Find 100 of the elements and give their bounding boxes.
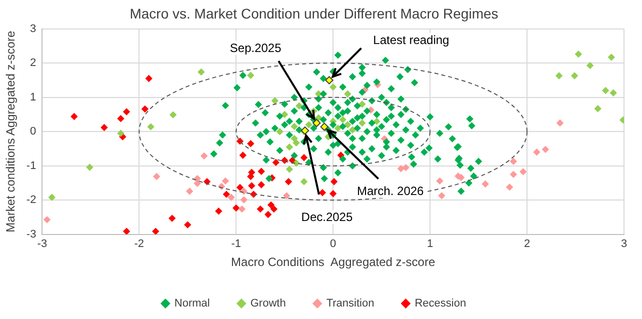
point xyxy=(122,108,130,116)
point xyxy=(258,181,265,188)
point xyxy=(570,72,578,80)
point xyxy=(320,122,328,131)
point xyxy=(510,170,518,178)
point xyxy=(286,166,294,173)
point xyxy=(117,114,124,122)
point xyxy=(339,116,346,124)
point xyxy=(602,86,610,94)
y-axis-title: Market conditions Aggregated z-score xyxy=(4,30,18,232)
point xyxy=(344,121,352,128)
point xyxy=(276,128,284,136)
point xyxy=(610,89,617,96)
point xyxy=(168,214,176,222)
point xyxy=(296,102,303,110)
point xyxy=(438,192,446,200)
point xyxy=(117,130,124,137)
point xyxy=(286,143,294,151)
point xyxy=(152,228,160,234)
point xyxy=(520,168,527,176)
point xyxy=(264,210,272,218)
point xyxy=(290,134,298,142)
point xyxy=(300,154,308,162)
point xyxy=(238,205,246,213)
point xyxy=(325,76,334,84)
point xyxy=(358,100,366,108)
point xyxy=(402,164,410,172)
point xyxy=(281,110,288,118)
y-tick-label: -2 xyxy=(26,194,36,206)
point xyxy=(247,172,254,180)
point xyxy=(594,105,602,112)
y-tick-label: 3 xyxy=(30,22,36,35)
x-tick-label: 2 xyxy=(524,238,530,250)
point xyxy=(70,112,78,120)
point xyxy=(586,62,594,70)
y-tick-label: -1 xyxy=(26,160,36,172)
annotation: Latest reading xyxy=(371,33,452,48)
point xyxy=(436,177,444,185)
point xyxy=(305,121,312,128)
point xyxy=(239,152,247,159)
x-tick-label: 3 xyxy=(620,238,628,250)
point xyxy=(270,205,278,213)
legend-label: Recession xyxy=(414,298,466,310)
chart-title: Macro vs. Market Condition under Different Macro Regimes xyxy=(130,5,498,22)
point xyxy=(533,148,540,156)
annotation: Dec.2025 xyxy=(299,210,355,224)
y-tick-label: 0 xyxy=(30,126,36,138)
y-tick-label: -3 xyxy=(26,228,36,240)
point xyxy=(542,146,550,154)
point xyxy=(330,178,338,186)
point xyxy=(329,83,337,91)
point xyxy=(248,182,256,190)
annotation: Sep.2025 xyxy=(228,41,284,56)
point xyxy=(373,118,380,125)
point xyxy=(506,184,514,191)
point xyxy=(555,72,563,80)
point xyxy=(247,140,254,148)
x-tick-label: -1 xyxy=(231,238,242,250)
x-axis-title: Macro Conditions Aggregated z-score xyxy=(231,255,436,270)
point xyxy=(240,196,248,204)
point xyxy=(153,172,160,180)
legend-label: Normal xyxy=(174,298,210,310)
x-tick-label: 1 xyxy=(427,238,434,250)
point xyxy=(282,192,290,200)
y-tick-label: 2 xyxy=(30,57,36,70)
point xyxy=(122,228,130,234)
legend-label: Growth xyxy=(250,298,286,310)
point xyxy=(358,119,366,127)
point xyxy=(397,165,405,172)
point xyxy=(228,194,235,201)
point xyxy=(232,204,240,212)
point xyxy=(348,126,356,134)
point xyxy=(556,119,564,127)
point xyxy=(334,124,342,132)
point xyxy=(48,194,56,201)
point xyxy=(271,97,279,104)
point xyxy=(215,208,222,215)
point xyxy=(141,105,149,113)
legend-label: Transition xyxy=(326,298,374,310)
point xyxy=(300,178,308,186)
point xyxy=(198,68,205,76)
point xyxy=(256,205,264,213)
point xyxy=(169,111,177,118)
point xyxy=(186,188,194,195)
point xyxy=(236,184,244,192)
y-tick-label: 1 xyxy=(30,91,36,104)
annotation: March. 2026 xyxy=(355,184,426,198)
point xyxy=(258,168,265,175)
point xyxy=(200,152,208,160)
point xyxy=(184,221,192,228)
point xyxy=(290,122,298,130)
point xyxy=(240,188,248,195)
x-tick-label: -2 xyxy=(134,238,144,250)
point xyxy=(284,178,292,186)
point xyxy=(344,90,352,98)
x-tick-label: 0 xyxy=(330,238,336,250)
point xyxy=(574,50,582,58)
point xyxy=(482,180,489,188)
point xyxy=(329,190,337,198)
point xyxy=(272,158,280,166)
